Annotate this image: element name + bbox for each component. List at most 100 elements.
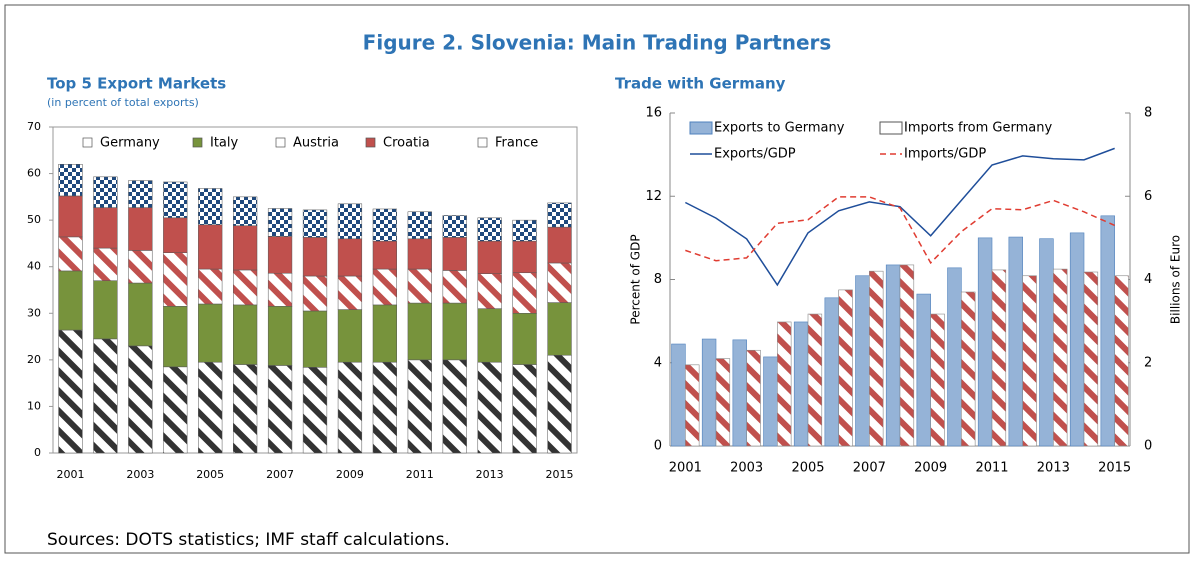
bar-segment xyxy=(233,304,258,365)
bar-segment xyxy=(163,366,188,454)
bar xyxy=(916,293,931,447)
bar-segment xyxy=(58,236,83,272)
bar-segment xyxy=(407,359,432,454)
x-tick-label: 2005 xyxy=(196,468,224,481)
y-tick-label: 40 xyxy=(27,260,41,273)
bar-segment xyxy=(93,280,118,340)
bar-segment xyxy=(372,361,397,454)
bar xyxy=(1114,275,1129,447)
bar-segment xyxy=(372,268,397,306)
bar xyxy=(1039,238,1054,447)
bar-segment xyxy=(442,302,467,361)
bar-segment xyxy=(547,202,572,228)
bar-segment xyxy=(442,270,467,304)
bar-segment xyxy=(547,302,572,356)
bar-segment xyxy=(58,164,83,197)
bar-segment xyxy=(198,224,223,270)
bar xyxy=(1100,215,1115,447)
bar-segment xyxy=(198,303,223,363)
bar-segment xyxy=(233,196,258,226)
legend-label: France xyxy=(495,136,538,151)
bar xyxy=(701,338,717,447)
bar-segment xyxy=(547,354,572,454)
legend-label: Austria xyxy=(293,136,339,151)
line xyxy=(684,147,1115,287)
legend-label: Italy xyxy=(210,136,239,151)
legend-swatch xyxy=(275,137,286,148)
legend-label: Exports/GDP xyxy=(714,147,796,162)
bar-segment xyxy=(512,313,537,365)
bar-segment xyxy=(267,236,293,274)
bar-segment xyxy=(547,262,572,303)
x-tick-label: 2015 xyxy=(1098,461,1131,476)
source: Sources: DOTS statistics; IMF staff calc… xyxy=(47,530,450,550)
bar-segment xyxy=(477,361,502,454)
bar-segment xyxy=(128,250,153,284)
bar xyxy=(777,321,792,447)
bar-segment xyxy=(233,225,258,271)
legend-swatch xyxy=(365,137,376,148)
x-tick-label: 2007 xyxy=(266,468,294,481)
bar xyxy=(1083,271,1099,447)
bar-segment xyxy=(58,329,83,454)
bar xyxy=(824,297,839,447)
bar-segment xyxy=(233,269,258,306)
bar-segment xyxy=(477,273,502,309)
chart-title: Trade with Germany xyxy=(615,75,786,93)
y2-tick-label: 4 xyxy=(1144,272,1152,287)
bar-segment xyxy=(442,359,467,454)
bar-segment xyxy=(337,361,363,454)
figure-title: Figure 2. Slovenia: Main Trading Partner… xyxy=(363,31,832,55)
bar xyxy=(947,267,962,447)
bar-segment xyxy=(128,180,153,208)
bar-segment xyxy=(198,361,223,454)
bar-segment xyxy=(267,306,293,366)
y-tick-label: 20 xyxy=(27,353,41,366)
bar-segment xyxy=(302,310,328,368)
bar-segment xyxy=(163,252,188,307)
y-tick-label: 8 xyxy=(654,272,662,287)
bar-segment xyxy=(372,208,397,242)
legend-swatch xyxy=(879,121,903,135)
y-tick-label: 60 xyxy=(27,167,41,180)
y-tick-label: 70 xyxy=(27,120,41,133)
bar-segment xyxy=(512,219,537,242)
bar xyxy=(838,289,853,447)
bar xyxy=(977,237,993,447)
x-tick-label: 2005 xyxy=(791,461,824,476)
y2-tick-label: 0 xyxy=(1144,439,1152,454)
bar-segment xyxy=(302,367,328,454)
bar-segment xyxy=(442,237,467,271)
bar xyxy=(869,270,884,447)
y-axis-label: Percent of GDP xyxy=(629,234,643,324)
y2-tick-label: 6 xyxy=(1144,189,1152,204)
bar-segment xyxy=(372,304,397,363)
x-tick-label: 2009 xyxy=(914,461,947,476)
bar-segment xyxy=(267,272,293,307)
y-tick-label: 0 xyxy=(654,439,662,454)
y2-tick-label: 8 xyxy=(1144,106,1152,121)
legend-label: Imports/GDP xyxy=(904,147,986,162)
chart-subtitle: (in percent of total exports) xyxy=(47,96,199,109)
bar-segment xyxy=(407,268,432,304)
legend-label: Imports from Germany xyxy=(904,121,1052,136)
bar-segment xyxy=(128,345,153,454)
bar xyxy=(685,364,700,447)
legend-swatch xyxy=(82,137,93,148)
bar-segment xyxy=(93,247,118,281)
x-tick-label: 2013 xyxy=(476,468,504,481)
x-tick-label: 2011 xyxy=(975,461,1008,476)
bar xyxy=(715,358,731,447)
line xyxy=(685,196,1115,265)
bar-segment xyxy=(93,207,118,249)
x-tick-label: 2003 xyxy=(730,461,763,476)
y2-tick-label: 2 xyxy=(1144,355,1152,370)
y-tick-label: 10 xyxy=(27,399,41,412)
legend-swatch xyxy=(192,137,203,148)
bar-segment xyxy=(477,240,502,274)
x-tick-label: 2007 xyxy=(853,461,886,476)
bar xyxy=(991,269,1007,447)
bar-segment xyxy=(337,238,363,277)
bar-segment xyxy=(302,237,328,277)
bar-segment xyxy=(163,181,188,219)
